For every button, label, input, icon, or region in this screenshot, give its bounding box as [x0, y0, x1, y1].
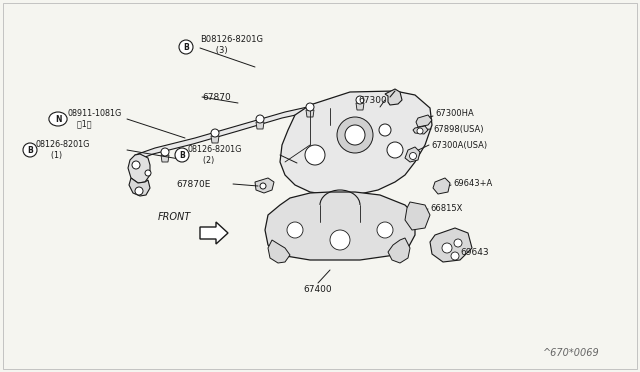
Text: ^670*0069: ^670*0069	[543, 348, 600, 358]
Text: 67300: 67300	[358, 96, 387, 105]
Circle shape	[451, 252, 459, 260]
Circle shape	[132, 161, 140, 169]
Text: 08126-8201G
      (1): 08126-8201G (1)	[36, 140, 90, 160]
Text: 69643: 69643	[460, 247, 488, 257]
Circle shape	[175, 148, 189, 162]
Circle shape	[356, 96, 364, 104]
Circle shape	[256, 115, 264, 123]
Polygon shape	[265, 192, 415, 260]
Text: 08911-1081G
    〈1〉: 08911-1081G 〈1〉	[67, 109, 121, 129]
Polygon shape	[129, 178, 150, 196]
Circle shape	[135, 187, 143, 195]
Circle shape	[442, 243, 452, 253]
Polygon shape	[268, 240, 290, 263]
Text: B: B	[179, 151, 185, 160]
Polygon shape	[161, 155, 169, 162]
Polygon shape	[433, 178, 450, 194]
Circle shape	[377, 222, 393, 238]
Text: 66815X: 66815X	[430, 203, 462, 212]
Text: B: B	[27, 145, 33, 154]
Polygon shape	[280, 91, 432, 195]
Polygon shape	[356, 103, 364, 110]
Text: B: B	[183, 42, 189, 51]
Polygon shape	[385, 89, 402, 105]
Text: 67300HA: 67300HA	[435, 109, 474, 118]
Circle shape	[260, 183, 266, 189]
Polygon shape	[211, 136, 219, 143]
Circle shape	[345, 125, 365, 145]
Polygon shape	[256, 122, 264, 129]
Polygon shape	[135, 96, 390, 161]
Polygon shape	[306, 110, 314, 117]
Polygon shape	[388, 238, 410, 263]
Text: 69643+A: 69643+A	[453, 179, 492, 187]
Circle shape	[454, 239, 462, 247]
Polygon shape	[416, 115, 432, 127]
Circle shape	[179, 40, 193, 54]
Text: 67870: 67870	[202, 93, 231, 102]
Text: FRONT: FRONT	[158, 212, 191, 222]
Polygon shape	[255, 178, 274, 193]
Circle shape	[417, 128, 423, 134]
Circle shape	[330, 230, 350, 250]
Text: 08126-8201G
      (2): 08126-8201G (2)	[188, 145, 243, 165]
Circle shape	[387, 142, 403, 158]
Circle shape	[287, 222, 303, 238]
Text: N: N	[55, 115, 61, 124]
Circle shape	[23, 143, 37, 157]
Circle shape	[305, 145, 325, 165]
Polygon shape	[405, 202, 430, 230]
Text: 67400: 67400	[304, 285, 332, 294]
Polygon shape	[430, 228, 472, 262]
Ellipse shape	[49, 112, 67, 126]
Text: B08126-8201G
      (3): B08126-8201G (3)	[200, 35, 263, 55]
Circle shape	[306, 103, 314, 111]
Polygon shape	[405, 147, 420, 162]
Circle shape	[161, 148, 169, 156]
Circle shape	[379, 124, 391, 136]
Text: 67870E: 67870E	[176, 180, 211, 189]
Circle shape	[410, 153, 417, 160]
Text: 67898(USA): 67898(USA)	[433, 125, 483, 134]
Polygon shape	[413, 126, 428, 134]
Text: 67300A(USA): 67300A(USA)	[431, 141, 487, 150]
Circle shape	[337, 117, 373, 153]
Circle shape	[211, 129, 219, 137]
Polygon shape	[200, 222, 228, 244]
Circle shape	[145, 170, 151, 176]
Polygon shape	[128, 154, 150, 183]
